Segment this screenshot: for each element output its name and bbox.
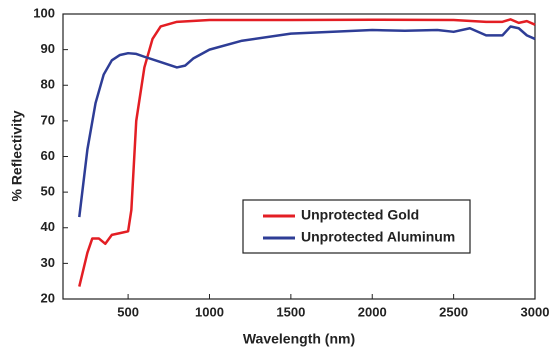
series-line [78,25,536,218]
y-tick-label: 100 [33,5,55,20]
y-tick-label: 20 [41,290,55,305]
y-tick-label: 60 [41,148,55,163]
x-tick-label: 3000 [521,304,550,319]
legend-box [242,199,471,254]
series-line [78,18,536,287]
y-tick-label: 80 [41,77,55,92]
y-tick-label: 70 [41,112,55,127]
x-tick-label: 1500 [276,304,305,319]
legend-label: Unprotected Gold [301,207,419,223]
x-tick-label: 500 [117,304,139,319]
y-tick-label: 30 [41,255,55,270]
y-tick-label: 90 [41,41,55,56]
x-tick-label: 2500 [439,304,468,319]
x-tick-label: 1000 [195,304,224,319]
y-tick-label: 50 [41,184,55,199]
x-tick-label: 2000 [358,304,387,319]
x-axis-label: Wavelength (nm) [243,331,355,347]
legend-label: Unprotected Aluminum [301,229,455,245]
y-axis-label: % Reflectivity [9,110,25,201]
y-tick-label: 40 [41,219,55,234]
